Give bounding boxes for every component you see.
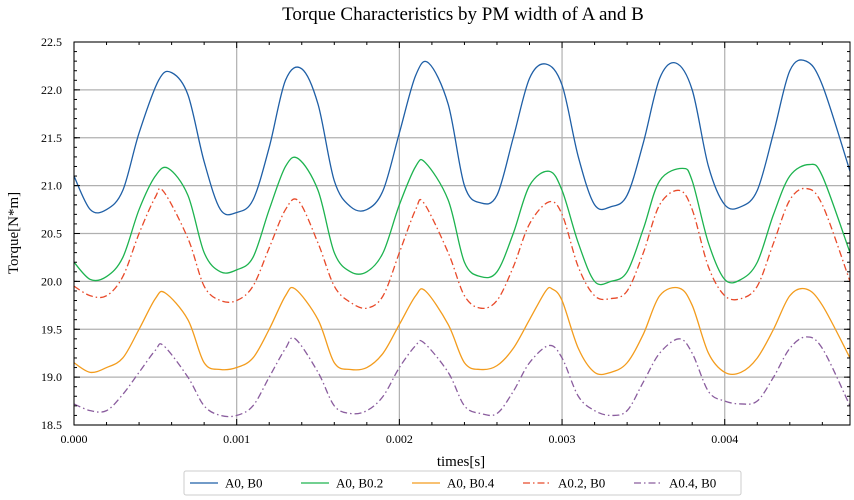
series-layer xyxy=(74,59,850,418)
series-line-2 xyxy=(74,156,850,286)
series-line-3 xyxy=(74,286,850,376)
y-tick-label: 19.5 xyxy=(41,322,62,336)
y-tick-label: 19.0 xyxy=(41,370,62,384)
grid-lines xyxy=(73,41,850,426)
x-tick-label: 0.001 xyxy=(223,432,250,446)
y-axis-label: Torque[N*m] xyxy=(6,192,22,274)
y-tick-label: 21.0 xyxy=(41,179,62,193)
x-tick-label: 0.002 xyxy=(386,432,413,446)
y-tick-label: 22.5 xyxy=(41,35,62,49)
x-tick-label: 0.000 xyxy=(61,432,88,446)
legend-label: A0, B0.4 xyxy=(447,476,495,491)
chart-title: Torque Characteristics by PM width of A … xyxy=(282,4,644,25)
y-tick-label: 21.5 xyxy=(41,131,62,145)
legend: A0, B0 A0, B0.2 A0, B0.4 A0.2, B0 A0.4, B0 xyxy=(183,470,742,496)
x-tick-label: 0.004 xyxy=(711,432,738,446)
y-tick-label: 22.0 xyxy=(41,83,62,97)
legend-label: A0.4, B0 xyxy=(669,476,716,491)
y-tick-label: 20.5 xyxy=(41,227,62,241)
axis-ticks: 0.000 0.001 0.002 0.003 0.004 18.5 19.0 19.5 20.… xyxy=(41,35,850,446)
series-line-4 xyxy=(74,187,850,310)
series-line-1 xyxy=(74,59,850,216)
y-tick-label: 20.0 xyxy=(41,274,62,288)
legend-label: A0.2, B0 xyxy=(558,476,605,491)
legend-label: A0, B0.2 xyxy=(336,476,383,491)
x-axis-label: times[s] xyxy=(437,454,485,470)
legend-box xyxy=(183,470,742,496)
y-tick-label: 18.5 xyxy=(41,418,62,432)
x-tick-label: 0.003 xyxy=(549,432,576,446)
legend-label: A0, B0 xyxy=(225,476,263,491)
plot-frame xyxy=(73,41,851,426)
series-line-5 xyxy=(74,336,850,418)
